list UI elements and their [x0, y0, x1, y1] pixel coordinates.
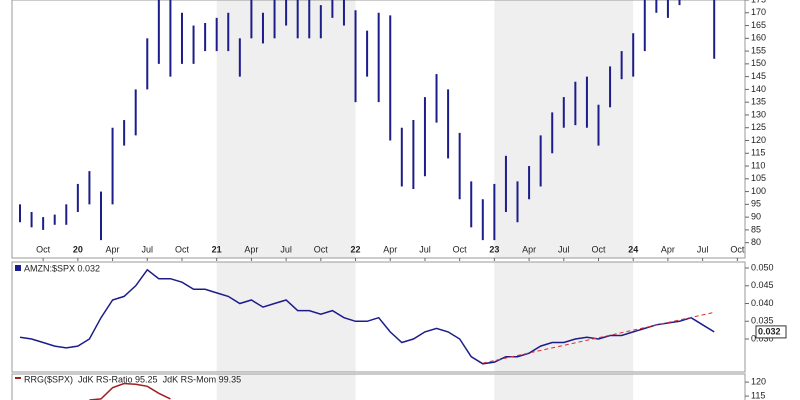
plot-area [89, 382, 171, 400]
x-tick-label: Apr [522, 244, 536, 254]
year-band [216, 262, 356, 372]
y-tick-label: 125 [751, 122, 766, 132]
series-line [19, 268, 715, 365]
y-tick-label: 0.040 [751, 298, 774, 308]
y-tick-label: 145 [751, 71, 766, 81]
x-tick-label: Apr [383, 244, 397, 254]
x-tick-label: Oct [730, 244, 745, 254]
legend-swatch [15, 265, 21, 271]
x-tick-label: 20 [73, 244, 83, 254]
y-tick-label: 120 [751, 376, 766, 386]
x-tick-label: Apr [106, 244, 120, 254]
x-tick-label: Jul [142, 244, 154, 254]
y-tick-label: 90 [751, 212, 761, 222]
x-tick-label: Apr [661, 244, 675, 254]
x-tick-label: Oct [175, 244, 190, 254]
y-tick-label: 135 [751, 97, 766, 107]
y-tick-label: 120 [751, 135, 766, 145]
last-value-box [755, 325, 787, 339]
x-tick-label: Oct [591, 244, 606, 254]
series-line [89, 382, 171, 400]
x-tick-label: 23 [489, 244, 499, 254]
y-tick-label: 140 [751, 84, 766, 94]
y-tick-label: 170 [751, 7, 766, 17]
plot-area [19, 268, 715, 365]
y-tick-label: 175 [751, 0, 766, 4]
y-tick-label: 165 [751, 20, 766, 30]
rrg-panel [11, 373, 746, 400]
ratio-panel [11, 261, 746, 373]
y-tick-label: 130 [751, 109, 766, 119]
x-tick-label: 21 [212, 244, 222, 254]
year-band [494, 374, 634, 400]
year-band [216, 374, 356, 400]
last-value-label: 0.032 [758, 326, 781, 336]
y-tick-label: 0.050 [751, 262, 774, 272]
trendline [482, 311, 715, 364]
y-tick-label: 0.035 [751, 316, 774, 326]
price-panel [11, 0, 746, 259]
x-tick-label: Jul [558, 244, 570, 254]
y-tick-label: 115 [751, 390, 765, 400]
year-band [494, 262, 634, 372]
x-tick-label: 24 [628, 244, 638, 254]
plot-area [19, 0, 716, 241]
y-tick-label: 115 [751, 148, 765, 158]
x-tick-label: Jul [419, 244, 431, 254]
legend-swatch [15, 377, 21, 379]
legend-label: RRG($SPX) [24, 374, 73, 384]
x-tick-label: 22 [351, 244, 361, 254]
year-band [216, 0, 356, 258]
x-tick-label: Oct [453, 244, 468, 254]
x-tick-label: Oct [314, 244, 329, 254]
x-tick-label: Jul [280, 244, 292, 254]
legend-label: JdK RS-Ratio 95.25 [78, 374, 158, 384]
x-tick-label: Apr [244, 244, 258, 254]
y-tick-label: 155 [751, 45, 766, 55]
y-tick-label: 160 [751, 33, 766, 43]
y-tick-label: 0.045 [751, 280, 774, 290]
legend-label: JdK RS-Mom 99.35 [163, 374, 242, 384]
x-tick-label: Jul [697, 244, 709, 254]
y-tick-label: 85 [751, 224, 761, 234]
x-tick-label: Oct [36, 244, 51, 254]
y-tick-label: 80 [751, 237, 761, 247]
y-tick-label: 110 [751, 160, 765, 170]
year-band [494, 0, 634, 258]
y-tick-label: 95 [751, 199, 761, 209]
legend-label: AMZN:$SPX 0.032 [24, 263, 100, 273]
y-tick-label: 105 [751, 173, 766, 183]
y-tick-label: 100 [751, 186, 766, 196]
y-tick-label: 150 [751, 58, 766, 68]
